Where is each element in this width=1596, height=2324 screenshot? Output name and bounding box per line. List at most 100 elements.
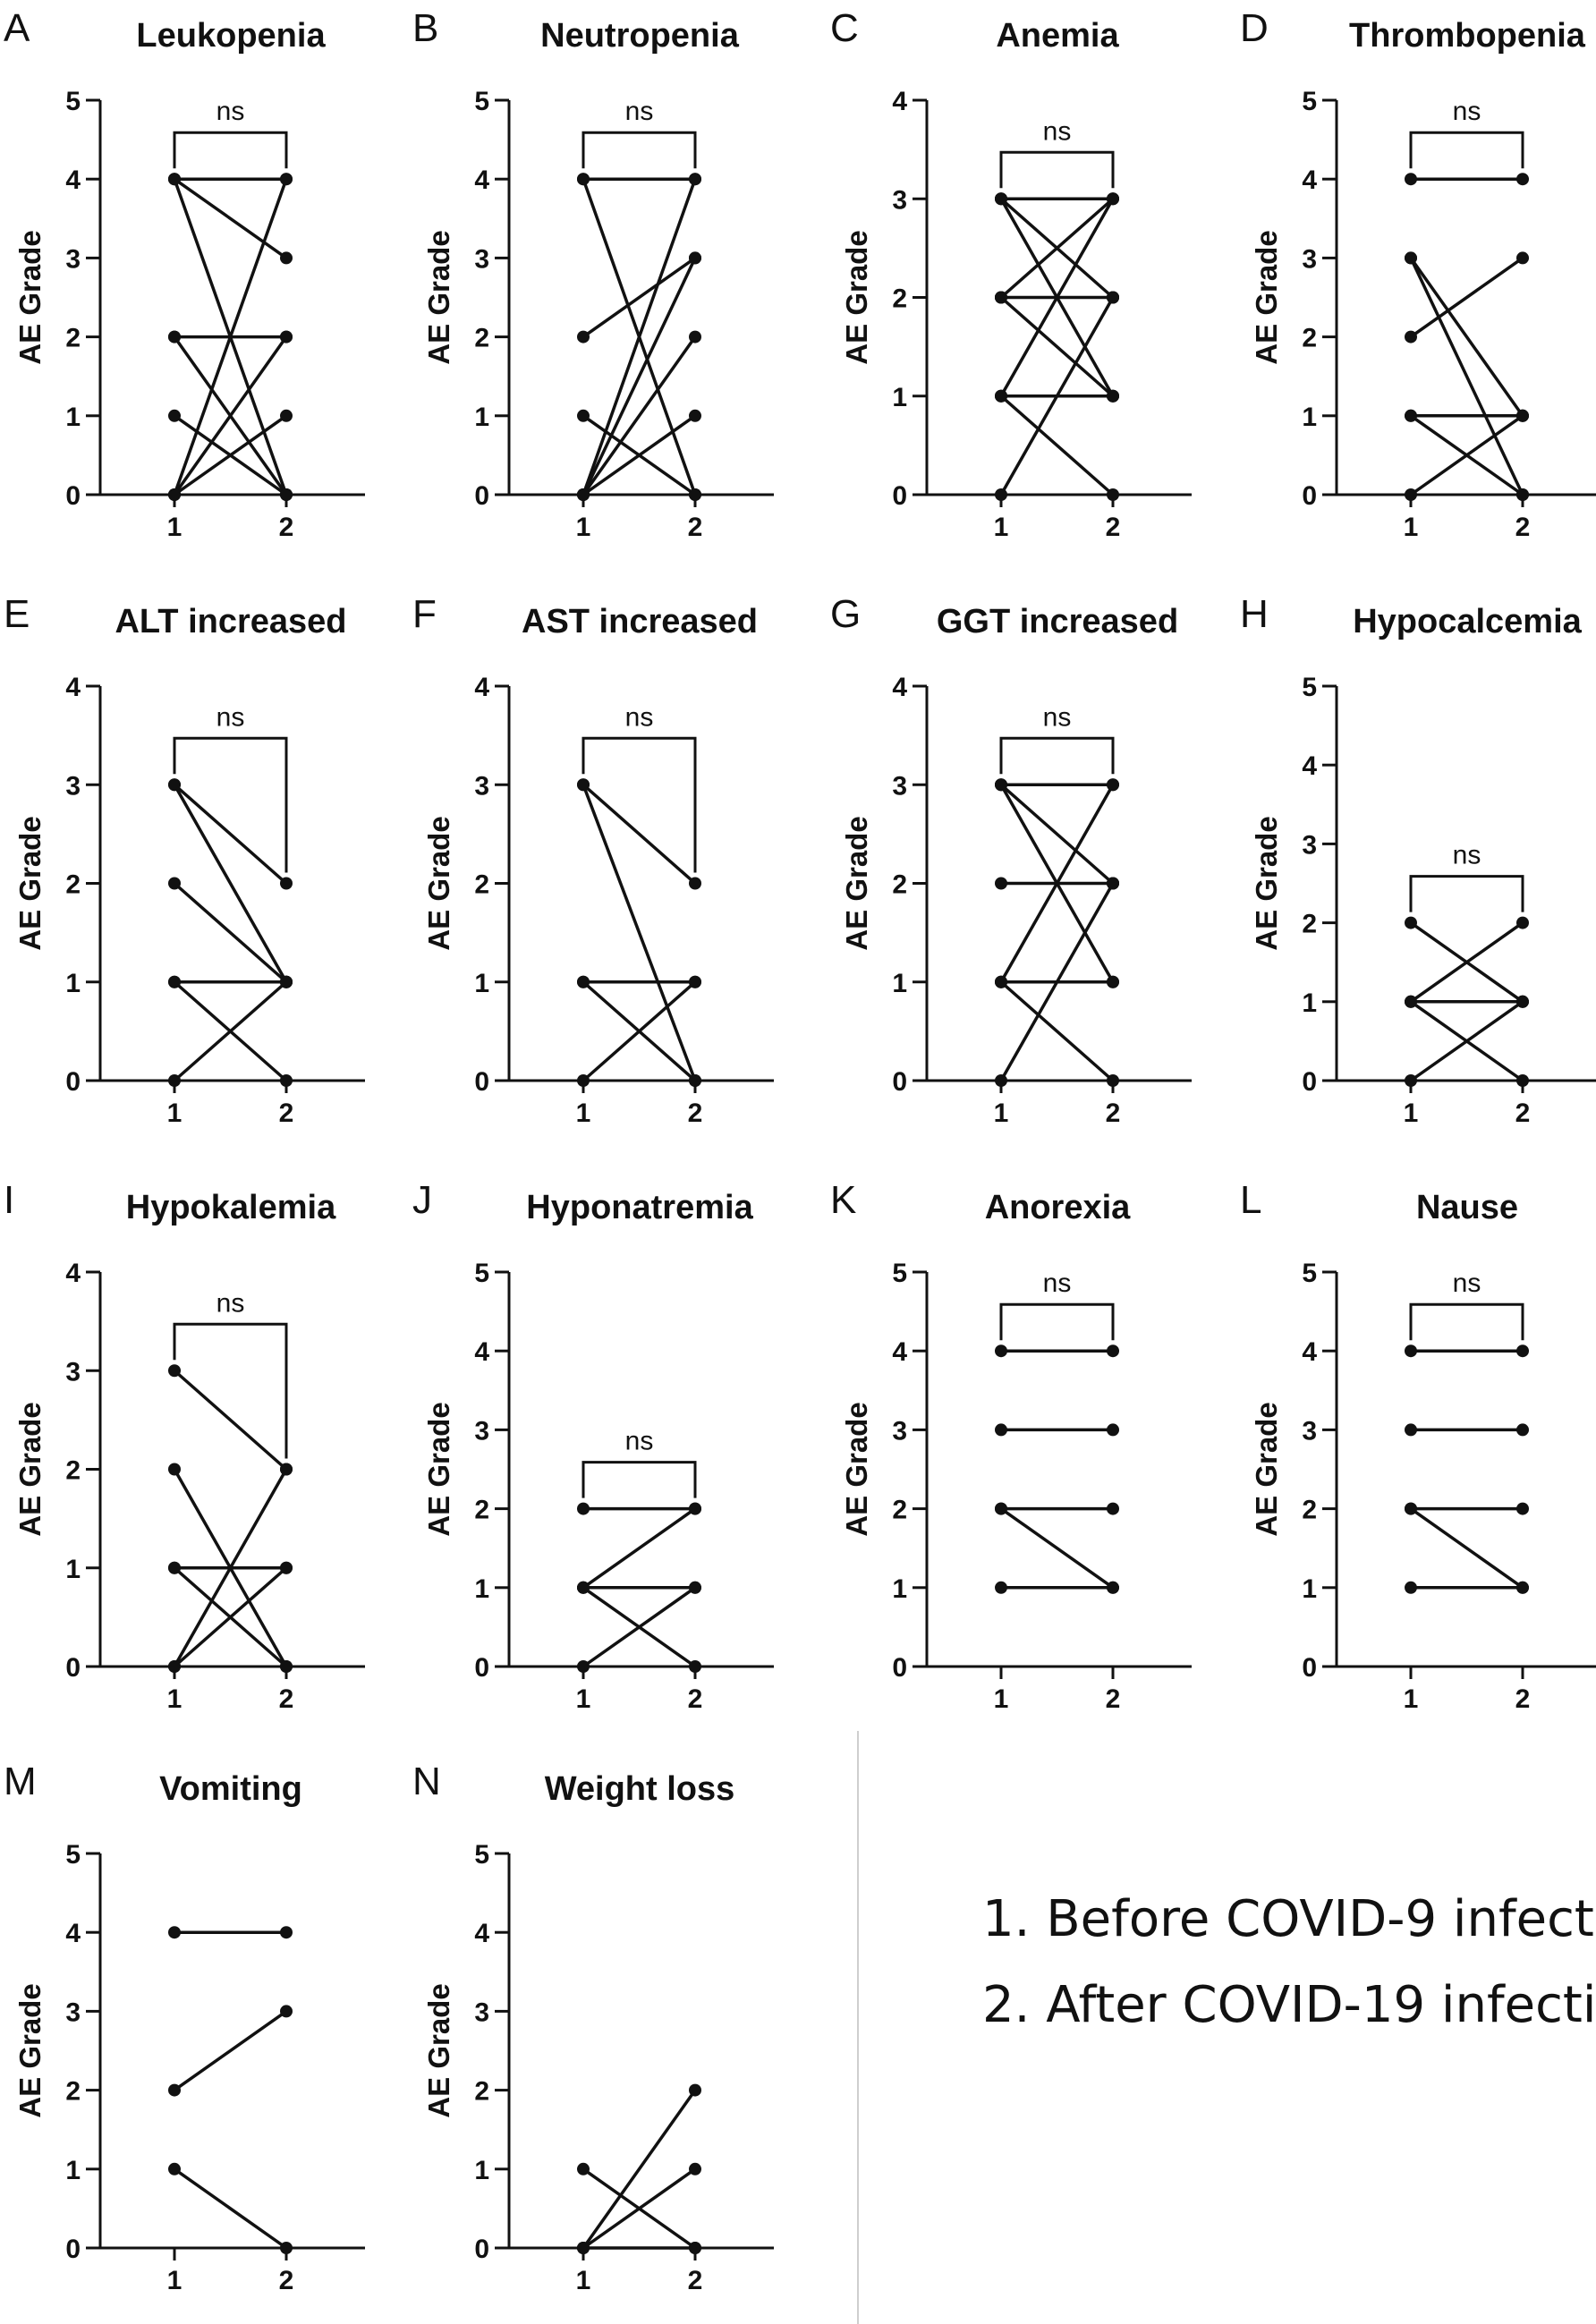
- point-after: [280, 1561, 293, 1574]
- y-tick-label: 2: [1302, 1496, 1317, 1525]
- y-tick-label: 4: [474, 673, 489, 702]
- y-tick-label: 1: [65, 1555, 81, 1584]
- panel-title: Thrombopenia: [1349, 17, 1586, 55]
- point-before: [995, 291, 1007, 304]
- panel-letter: B: [412, 6, 438, 50]
- x-tick-label: 1: [1404, 1684, 1419, 1714]
- point-after: [1107, 1074, 1119, 1087]
- y-tick-label: 4: [892, 87, 907, 116]
- significance-bracket: [1409, 131, 1524, 169]
- point-after: [1107, 291, 1119, 304]
- significance-label: ns: [1043, 116, 1072, 146]
- y-axis-label: AE Grade: [422, 816, 455, 950]
- point-after: [689, 1581, 701, 1594]
- significance-bracket: [1409, 875, 1524, 912]
- y-tick-label: 3: [65, 1997, 81, 2027]
- y-tick-label: 0: [1302, 481, 1317, 511]
- y-tick-label: 3: [1302, 830, 1317, 860]
- y-tick-label: 3: [892, 1416, 907, 1446]
- point-after: [280, 877, 293, 890]
- point-after: [1516, 1502, 1529, 1515]
- panel-title: Hyponatremia: [526, 1189, 753, 1226]
- y-axis-label: AE Grade: [840, 816, 873, 950]
- point-before: [168, 1660, 181, 1673]
- panel-k: K Anorexia AE Grade 0 1 2 3 4 5 1 2 ns: [830, 1178, 1192, 1714]
- x-tick-label: 2: [1106, 513, 1121, 542]
- panel-b: B Neutropenia AE Grade 0 1 2 3 4 5 1 2 ns: [412, 6, 774, 542]
- paired-line: [582, 335, 697, 496]
- y-tick-label: 0: [1302, 1653, 1317, 1683]
- point-after: [689, 251, 701, 265]
- y-axis-label: AE Grade: [13, 230, 47, 364]
- point-after: [280, 2005, 293, 2018]
- y-tick-label: 4: [1302, 751, 1317, 781]
- point-before: [168, 877, 181, 890]
- y-axis-label: AE Grade: [1250, 230, 1283, 364]
- panel-title: AST increased: [522, 603, 758, 640]
- y-axis-label: AE Grade: [422, 1983, 455, 2117]
- panel-e: E ALT increased AE Grade 0 1 2 3 4 1 2 ns: [4, 592, 365, 1128]
- y-tick-label: 2: [65, 324, 81, 353]
- point-after: [280, 1463, 293, 1476]
- significance-label: ns: [625, 702, 654, 732]
- paired-line: [999, 1507, 1115, 1590]
- x-tick-label: 1: [167, 513, 183, 542]
- significance-bracket: [582, 1461, 697, 1498]
- y-tick-label: 5: [1302, 1259, 1317, 1288]
- y-tick-label: 3: [65, 771, 81, 801]
- x-tick-label: 1: [576, 513, 591, 542]
- y-tick-label: 2: [892, 284, 907, 314]
- paired-line: [1409, 414, 1524, 496]
- paired-line: [173, 980, 288, 1082]
- point-before: [168, 330, 181, 344]
- y-tick-label: 1: [474, 1574, 489, 1604]
- y-tick-label: 4: [892, 673, 907, 702]
- point-before: [995, 1074, 1007, 1087]
- x-tick-label: 2: [688, 1684, 703, 1714]
- x-tick-label: 2: [279, 1098, 294, 1128]
- point-before: [995, 1344, 1007, 1358]
- y-tick-label: 0: [65, 481, 81, 511]
- y-tick-label: 2: [65, 2077, 81, 2107]
- significance-label: ns: [216, 97, 245, 126]
- paired-line: [173, 414, 288, 496]
- point-before: [577, 488, 590, 501]
- point-before: [995, 1581, 1007, 1594]
- point-after: [1516, 409, 1529, 422]
- point-after: [1516, 173, 1529, 186]
- paired-line: [582, 2089, 697, 2250]
- point-after: [689, 330, 701, 344]
- y-tick-label: 0: [65, 1067, 81, 1097]
- point-before: [995, 975, 1007, 988]
- panel-title: ALT increased: [115, 603, 346, 640]
- y-tick-label: 3: [1302, 1416, 1317, 1446]
- significance-bracket: [173, 1322, 288, 1459]
- point-before: [168, 975, 181, 988]
- panel-letter: L: [1240, 1178, 1261, 1222]
- y-tick-label: 3: [474, 1997, 489, 2027]
- point-after: [1516, 1581, 1529, 1594]
- paired-line: [582, 414, 697, 496]
- point-after: [1516, 488, 1529, 501]
- point-before: [577, 778, 590, 792]
- y-tick-label: 3: [1302, 244, 1317, 274]
- paired-line: [173, 177, 288, 259]
- paired-line: [999, 296, 1115, 496]
- legend-item-after: 2. After COVID-19 infection: [982, 1976, 1596, 2034]
- point-after: [280, 409, 293, 422]
- y-axis-label: AE Grade: [13, 1983, 47, 2117]
- point-after: [1516, 251, 1529, 265]
- x-tick-label: 1: [576, 1684, 591, 1714]
- x-tick-label: 2: [1515, 1098, 1531, 1128]
- paired-line: [582, 256, 697, 339]
- point-before: [995, 192, 1007, 206]
- paired-line: [582, 784, 697, 1081]
- y-tick-label: 3: [474, 771, 489, 801]
- point-before: [995, 1502, 1007, 1515]
- point-before: [1405, 488, 1417, 501]
- y-tick-label: 3: [474, 244, 489, 274]
- x-tick-label: 2: [688, 1098, 703, 1128]
- panel-title: Leukopenia: [136, 17, 326, 55]
- point-before: [1405, 409, 1417, 422]
- y-tick-label: 1: [892, 1574, 907, 1604]
